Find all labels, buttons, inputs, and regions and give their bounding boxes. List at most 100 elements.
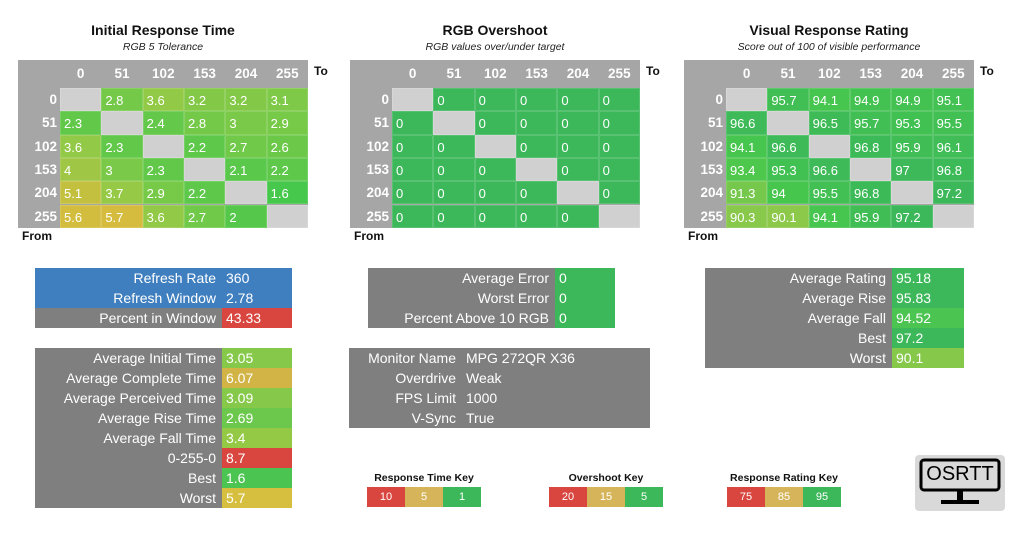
heatmap-cell-empty [726,88,768,112]
heatmap-cell: 5.1 [60,181,102,205]
key-swatch: 5 [625,487,663,507]
heatmap-grid: 0 0 51 51 102 102 153 153 204 204 255 255 95.7 94.1 94… [684,60,974,228]
row-label: V-Sync [349,408,462,428]
row-label: Worst Error [368,288,555,308]
heatmap-cell: 2.9 [142,181,184,205]
heatmap-cell: 96.5 [808,111,850,135]
heatmap-cell-empty [184,157,226,182]
key-swatches: 10 5 1 [367,487,481,507]
heatmap-cell: 0 [557,88,599,112]
heatmap-cell-empty [392,88,434,112]
heatmap-cell: 0 [516,88,558,112]
heatmap-cell: 3 [101,157,143,182]
column-header: 102 [152,66,175,81]
heatmap-cell: 0 [474,181,516,205]
heatmap-cell: 0 [433,181,475,205]
row-header: 102 [366,138,389,154]
row-header: 102 [34,138,57,154]
row-header: 0 [49,92,57,107]
column-header: 51 [114,66,130,81]
heatmap-cell-empty [891,181,933,205]
heatmap-cell: 0 [557,204,599,228]
heatmap-cell: 0 [392,111,434,135]
column-header: 204 [566,66,590,81]
to-label: To [314,64,328,78]
monitor-info-table: Monitor Name MPG 272QR X36 Overdrive Weak FP… [349,348,650,428]
heatmap-cell: 0 [392,204,434,228]
heatmap-cell: 94.9 [891,88,933,112]
table-row: Worst 5.7 [35,488,292,508]
chart-subtitle: RGB values over/under target [425,41,565,53]
heatmap-cell-empty [433,111,475,135]
heatmap-cell: 3 [225,111,267,135]
rating-table: Average Rating 95.18 Average Rise 95.83 Aver… [705,268,964,368]
heatmap-cell: 2.9 [266,111,308,135]
heatmap-cell: 2.2 [266,157,308,182]
heatmap-cell: 0 [433,157,475,182]
row-header: 255 [34,208,57,224]
column-header: 255 [608,66,631,81]
heatmap-cell: 1.6 [266,181,308,205]
row-label: Average Error [368,268,555,288]
row-label: Average Rating [705,268,892,288]
heatmap-cell: 94.1 [808,204,850,228]
heatmap-cell: 97 [891,157,933,182]
heatmap-cell: 0 [474,111,516,135]
row-label: Worst [705,348,892,368]
row-value: 0 [555,288,615,308]
row-value: 1000 [462,388,650,408]
heatmap-cell-empty [474,134,516,158]
heatmap-cell-empty [557,181,599,205]
table-row: Average Rise 95.83 [705,288,964,308]
key-title: Response Rating Key [730,472,838,484]
row-value: 2.69 [222,408,292,428]
heatmap-cell: 0 [598,181,640,205]
table-row: Average Rating 95.18 [705,268,964,288]
heatmap-cell: 97.2 [932,181,974,205]
row-value: 94.52 [892,308,964,328]
row-label: Average Perceived Time [35,388,222,408]
heatmap-cell: 2.3 [142,157,184,182]
heatmap-cell: 2.6 [266,134,308,158]
from-label: From [22,229,52,243]
color-key: Response Time Key 10 5 1 [367,472,481,507]
heatmap-cell: 5.6 [60,204,102,228]
heatmap-cell: 0 [392,181,434,205]
chart-subtitle: RGB 5 Tolerance [122,41,204,53]
heatmap-cell: 96.6 [767,134,809,158]
row-value: Weak [462,368,650,388]
column-header: 255 [276,66,299,81]
heatmap-cell-empty [142,134,184,158]
heatmap-cell-empty [808,134,850,158]
heatmap-cell: 95.7 [767,88,809,112]
key-swatch: 75 [727,487,765,507]
heatmap-cell-empty [266,204,308,228]
heatmap-cell: 95.9 [891,134,933,158]
table-row: Average Initial Time 3.05 [35,348,292,368]
heatmap-cell: 94.1 [808,88,850,112]
heatmap-cell: 2.4 [142,111,184,135]
row-value: 0 [555,308,615,328]
chart-title: Visual Response Rating [749,22,909,38]
column-header: 51 [446,66,462,81]
heatmap-cell: 2.8 [101,88,143,112]
column-header: 51 [780,66,796,81]
heatmap-cell: 90.3 [726,204,768,228]
row-value: 2.78 [222,288,292,308]
row-header: 102 [700,138,723,154]
heatmap-cell-empty [850,157,892,182]
heatmap-cell: 0 [516,111,558,135]
row-label: FPS Limit [349,388,462,408]
color-key: Response Rating Key 75 85 95 [727,472,841,507]
column-header: 0 [76,66,85,81]
chart-subtitle: Score out of 100 of visible performance [737,41,921,53]
heatmap-cell: 96.6 [808,157,850,182]
table-row: Average Rise Time 2.69 [35,408,292,428]
row-label: Overdrive [349,368,462,388]
row-value: 5.7 [222,488,292,508]
row-header: 51 [707,115,723,131]
heatmap-cell-empty [767,111,809,135]
table-row: Worst Error 0 [368,288,615,308]
chart-title: RGB Overshoot [442,22,548,38]
row-header: 204 [366,185,389,201]
